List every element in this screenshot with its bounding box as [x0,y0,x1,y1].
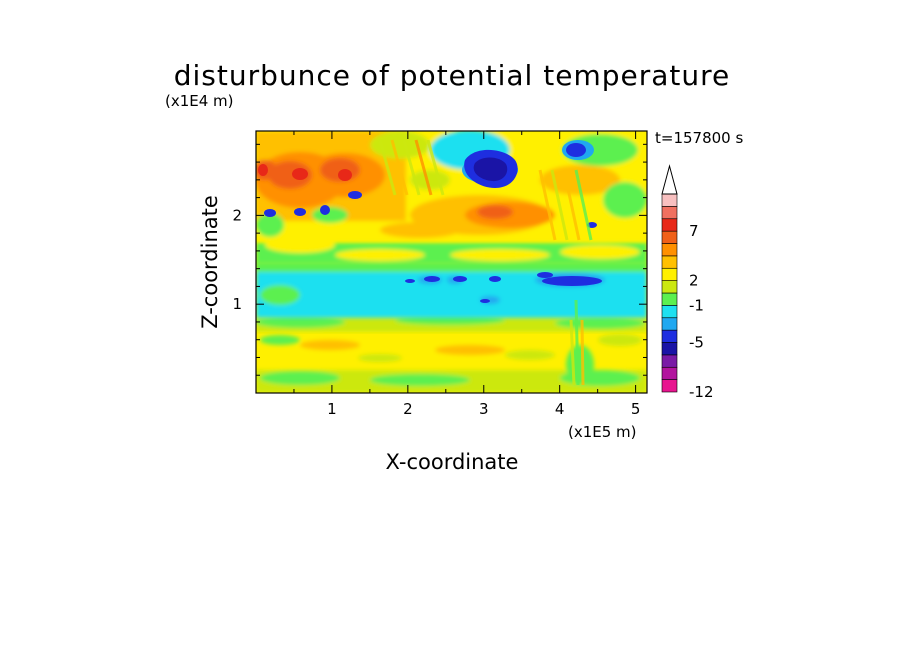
colorbar-segment [661,379,678,393]
y-axis-ticks: 12 [232,143,647,376]
x-axis-ticks: 1 2 3 4 5 [293,131,641,418]
x-tick-label: 1 [327,400,337,418]
colorbar-tick-label: -5 [689,334,704,352]
colorbar-tick-label: 2 [689,272,699,290]
plot-frame [255,130,648,394]
chart-title: disturbunce of potential temperature [174,59,731,92]
colorbar-segment [661,230,678,244]
x-tick-label: 5 [631,400,641,418]
cyan-band [256,262,647,318]
colorbar [661,164,678,393]
cold-cores [264,140,597,228]
colorbar-tick-labels: 7 2 -1 -5 -12 [689,222,714,401]
x-axis-title: X-coordinate [386,450,519,474]
transition-band [256,315,647,332]
colorbar-segment [661,305,678,319]
colorbar-arrow [661,164,678,195]
wave-stripes [378,139,593,386]
y-tick-label: 1 [232,295,242,313]
colorbar-segment [661,366,678,380]
colorbar-segment [661,280,678,294]
time-label: t=157800 s [655,129,743,147]
colorbar-tick-label: -12 [689,383,714,401]
x-tick-label: 2 [403,400,413,418]
x-tick-label: 4 [555,400,565,418]
colorbar-segment [661,243,678,257]
colorbar-segment [661,255,678,269]
y-unit-label: (x1E4 m) [165,92,234,110]
x-unit-label: (x1E5 m) [568,423,637,441]
colorbar-tick-label: 7 [689,222,699,240]
colorbar-segment [661,342,678,356]
colorbar-segment [661,206,678,220]
y-tick-label: 2 [232,206,242,224]
colorbar-segment [661,218,678,232]
upper-wave-band [256,237,647,264]
x-tick-label: 3 [479,400,489,418]
colorbar-segment [661,193,678,207]
colorbar-tick-label: -1 [689,296,704,314]
colorbar-segment [661,329,678,343]
warm-cores [258,164,352,181]
colorbar-segment [661,354,678,368]
colorbar-segment [661,267,678,281]
colorbar-segment [661,292,678,306]
y-axis-title: Z-coordinate [198,195,222,329]
heatmap-field [256,131,647,393]
blue-blobs-mid [405,272,602,303]
colorbar-segment [661,317,678,331]
